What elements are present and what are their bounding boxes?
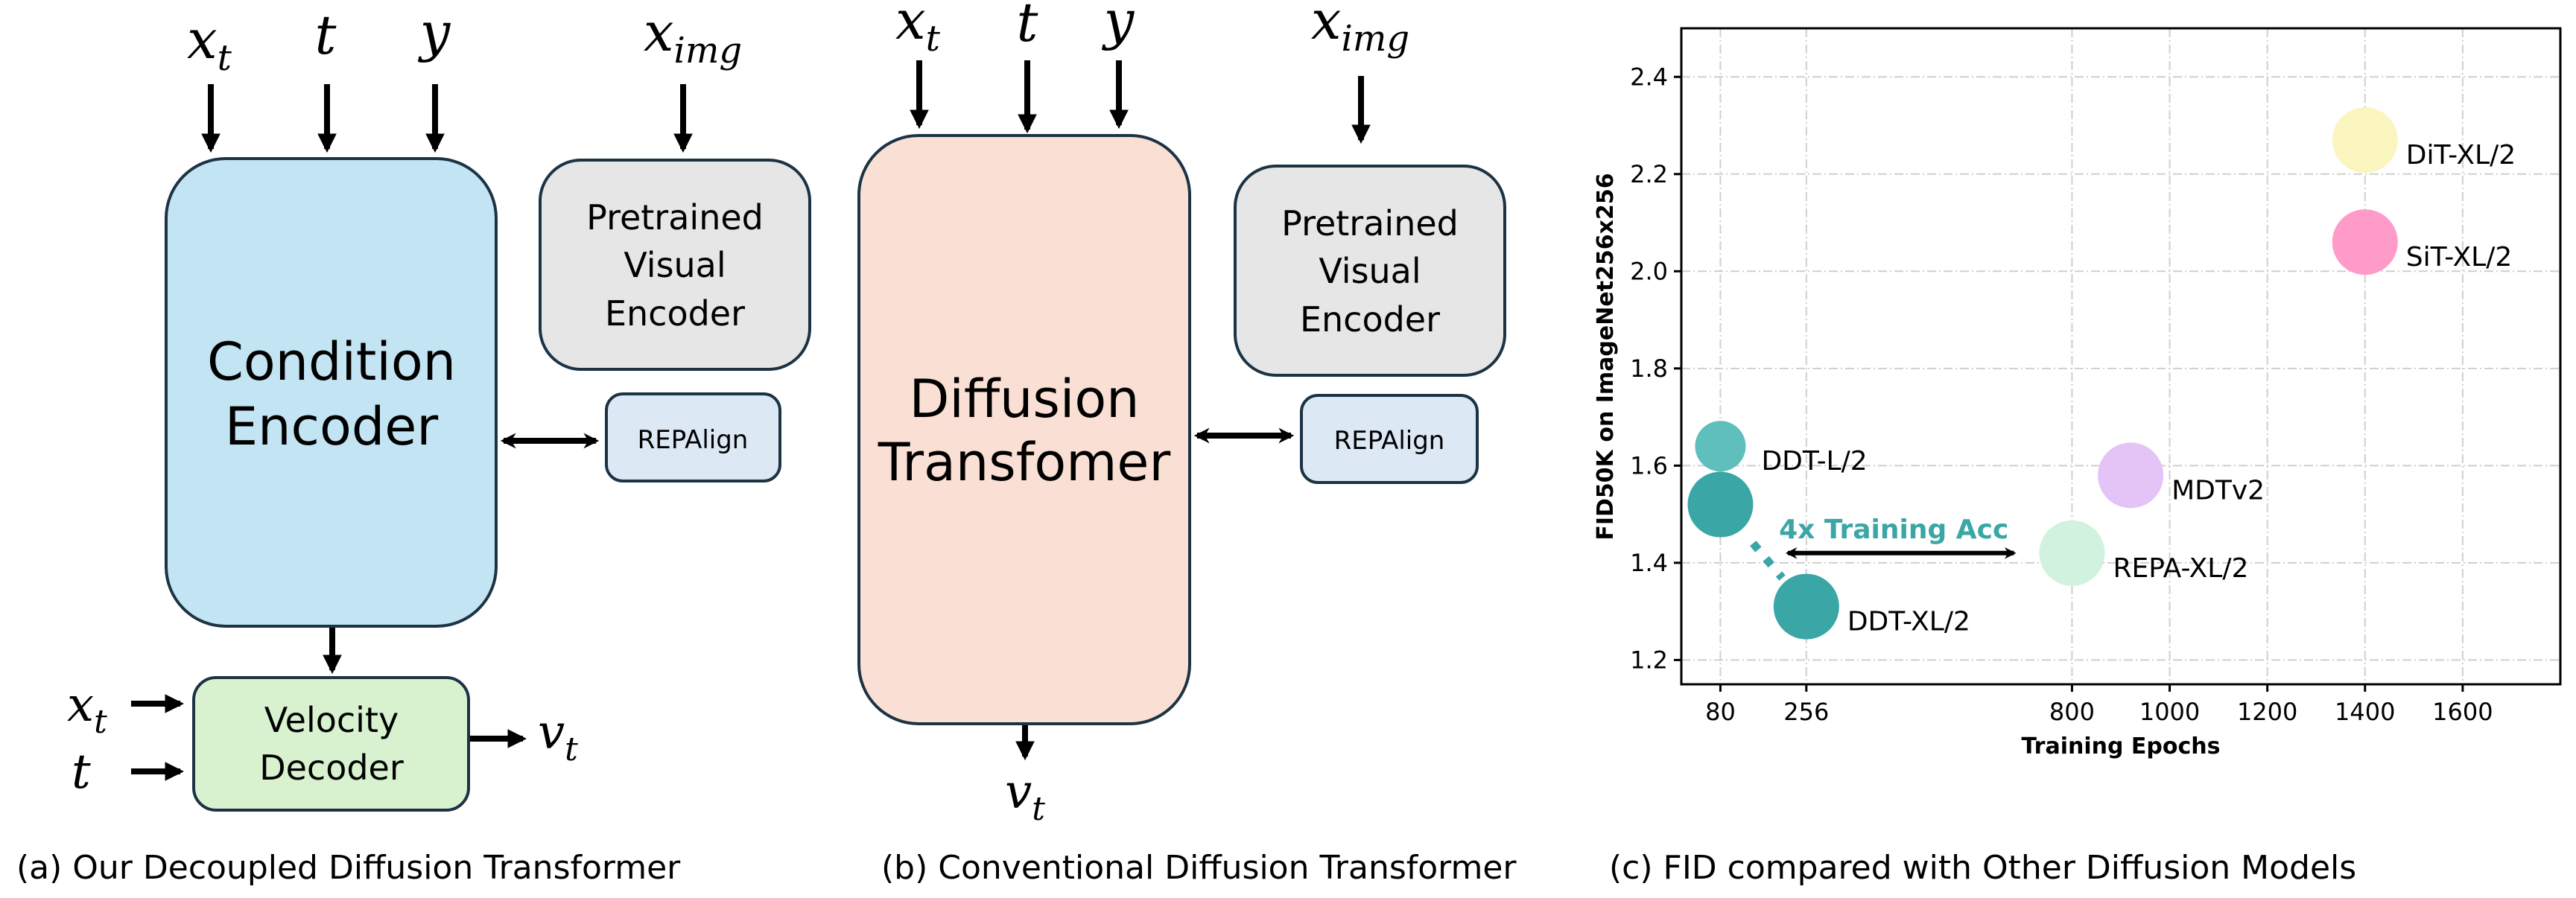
scatter-point [2098, 442, 2164, 509]
velocity-decoder-label-1: Velocity [264, 700, 399, 740]
point-label: MDTv2 [2171, 475, 2265, 506]
input-label-y: y [1102, 0, 1135, 51]
diffusion-transformer-block [857, 134, 1191, 725]
scatter-point [2039, 520, 2105, 586]
axis-ticks: 80 256 800 1000 1200 1400 1600 1.2 1.4 1.6 1.8 2.0 2… [1630, 63, 2493, 726]
output-label-vt: vt [538, 705, 578, 768]
velocity-decoder-block [192, 676, 470, 812]
input-label-xt: xt [187, 8, 232, 79]
x-tick-label: 1200 [2237, 698, 2297, 726]
velocity-decoder-label-2: Decoder [259, 748, 404, 788]
x-tick-label: 800 [2049, 698, 2095, 726]
scatter-point [1687, 471, 1754, 538]
repalign-block [1300, 394, 1479, 484]
y-tick-label: 1.4 [1630, 549, 1668, 577]
x-tick-label: 1000 [2139, 698, 2200, 726]
scatter-point [1695, 421, 1746, 472]
input-label-t: t [315, 4, 337, 66]
decoder-input-t: t [72, 745, 91, 800]
y-axis-label: FID50K on ImageNet256x256 [1593, 173, 1619, 540]
scatter-point [1773, 573, 1839, 640]
decoder-input-xt: xt [67, 678, 107, 741]
pretrained-label-3: Encoder [605, 293, 745, 334]
scatter-point [2332, 107, 2398, 173]
input-label-ximg: ximg [1311, 0, 1409, 60]
caption-a: (a) Our Decoupled Diffusion Transformer [16, 849, 681, 887]
y-tick-label: 2.4 [1630, 63, 1668, 91]
panel-a-decoupled-diffusion-transformer: xt t y ximg Condition Encoder Pretrained… [16, 1, 811, 887]
point-label: DDT-XL/2 [1847, 607, 1970, 637]
diffusion-transformer-label-1: Diffusion [909, 369, 1139, 430]
x-axis-label: Training Epochs [2022, 733, 2221, 760]
pretrained-label-1: Pretrained [1281, 203, 1459, 243]
x-tick-label: 1400 [2335, 698, 2395, 726]
x-tick-label: 1600 [2432, 698, 2493, 726]
input-label-xt: xt [895, 0, 941, 60]
repalign-label: REPAlign [1334, 426, 1445, 456]
y-tick-label: 2.2 [1630, 160, 1668, 188]
plot-frame [1680, 27, 2562, 686]
scatter-points: DDT-L/2 DDT-XL/2 REPA-XL/2 MDTv2 SiT-XL/2 DiT… [1687, 107, 2516, 640]
point-label: SiT-XL/2 [2406, 242, 2513, 273]
point-label: DiT-XL/2 [2406, 140, 2516, 171]
y-tick-label: 1.6 [1630, 451, 1668, 480]
input-label-t: t [1017, 0, 1039, 54]
input-label-ximg: ximg [644, 1, 742, 71]
panel-b-conventional-diffusion-transformer: xt t y ximg Diffusion Transfomer Pretrai… [857, 0, 1517, 887]
caption-c: (c) FID compared with Other Diffusion Mo… [1609, 849, 2356, 887]
input-label-y: y [418, 1, 451, 63]
condition-encoder-label-2: Encoder [225, 396, 438, 457]
repalign-block [605, 392, 781, 483]
y-tick-label: 1.2 [1630, 646, 1668, 674]
annotation-label: 4x Training Acc [1779, 515, 2008, 545]
pretrained-label-3: Encoder [1300, 299, 1440, 340]
output-label-vt: vt [1005, 765, 1045, 828]
y-tick-label: 2.0 [1630, 257, 1668, 285]
point-label: DDT-L/2 [1761, 446, 1867, 477]
panel-c-fid-chart: DDT-L/2 DDT-XL/2 REPA-XL/2 MDTv2 SiT-XL/2 DiT… [1593, 27, 2562, 887]
pretrained-visual-encoder-block [539, 159, 811, 371]
pretrained-label-2: Visual [624, 245, 726, 285]
diffusion-transformer-label-2: Transfomer [878, 432, 1171, 493]
condition-encoder-label-1: Condition [207, 331, 456, 392]
point-label: REPA-XL/2 [2113, 553, 2248, 584]
pretrained-visual-encoder-block [1234, 165, 1506, 377]
repalign-label: REPAlign [638, 425, 749, 455]
caption-b: (b) Conventional Diffusion Transformer [881, 849, 1517, 887]
scatter-point [2332, 209, 2398, 276]
y-tick-label: 1.8 [1630, 354, 1668, 383]
x-tick-label: 80 [1705, 698, 1736, 726]
dotted-connector [1750, 541, 1786, 581]
pretrained-label-1: Pretrained [586, 197, 764, 238]
pretrained-label-2: Visual [1319, 251, 1421, 291]
x-tick-label: 256 [1783, 698, 1829, 726]
condition-encoder-block [165, 157, 498, 628]
